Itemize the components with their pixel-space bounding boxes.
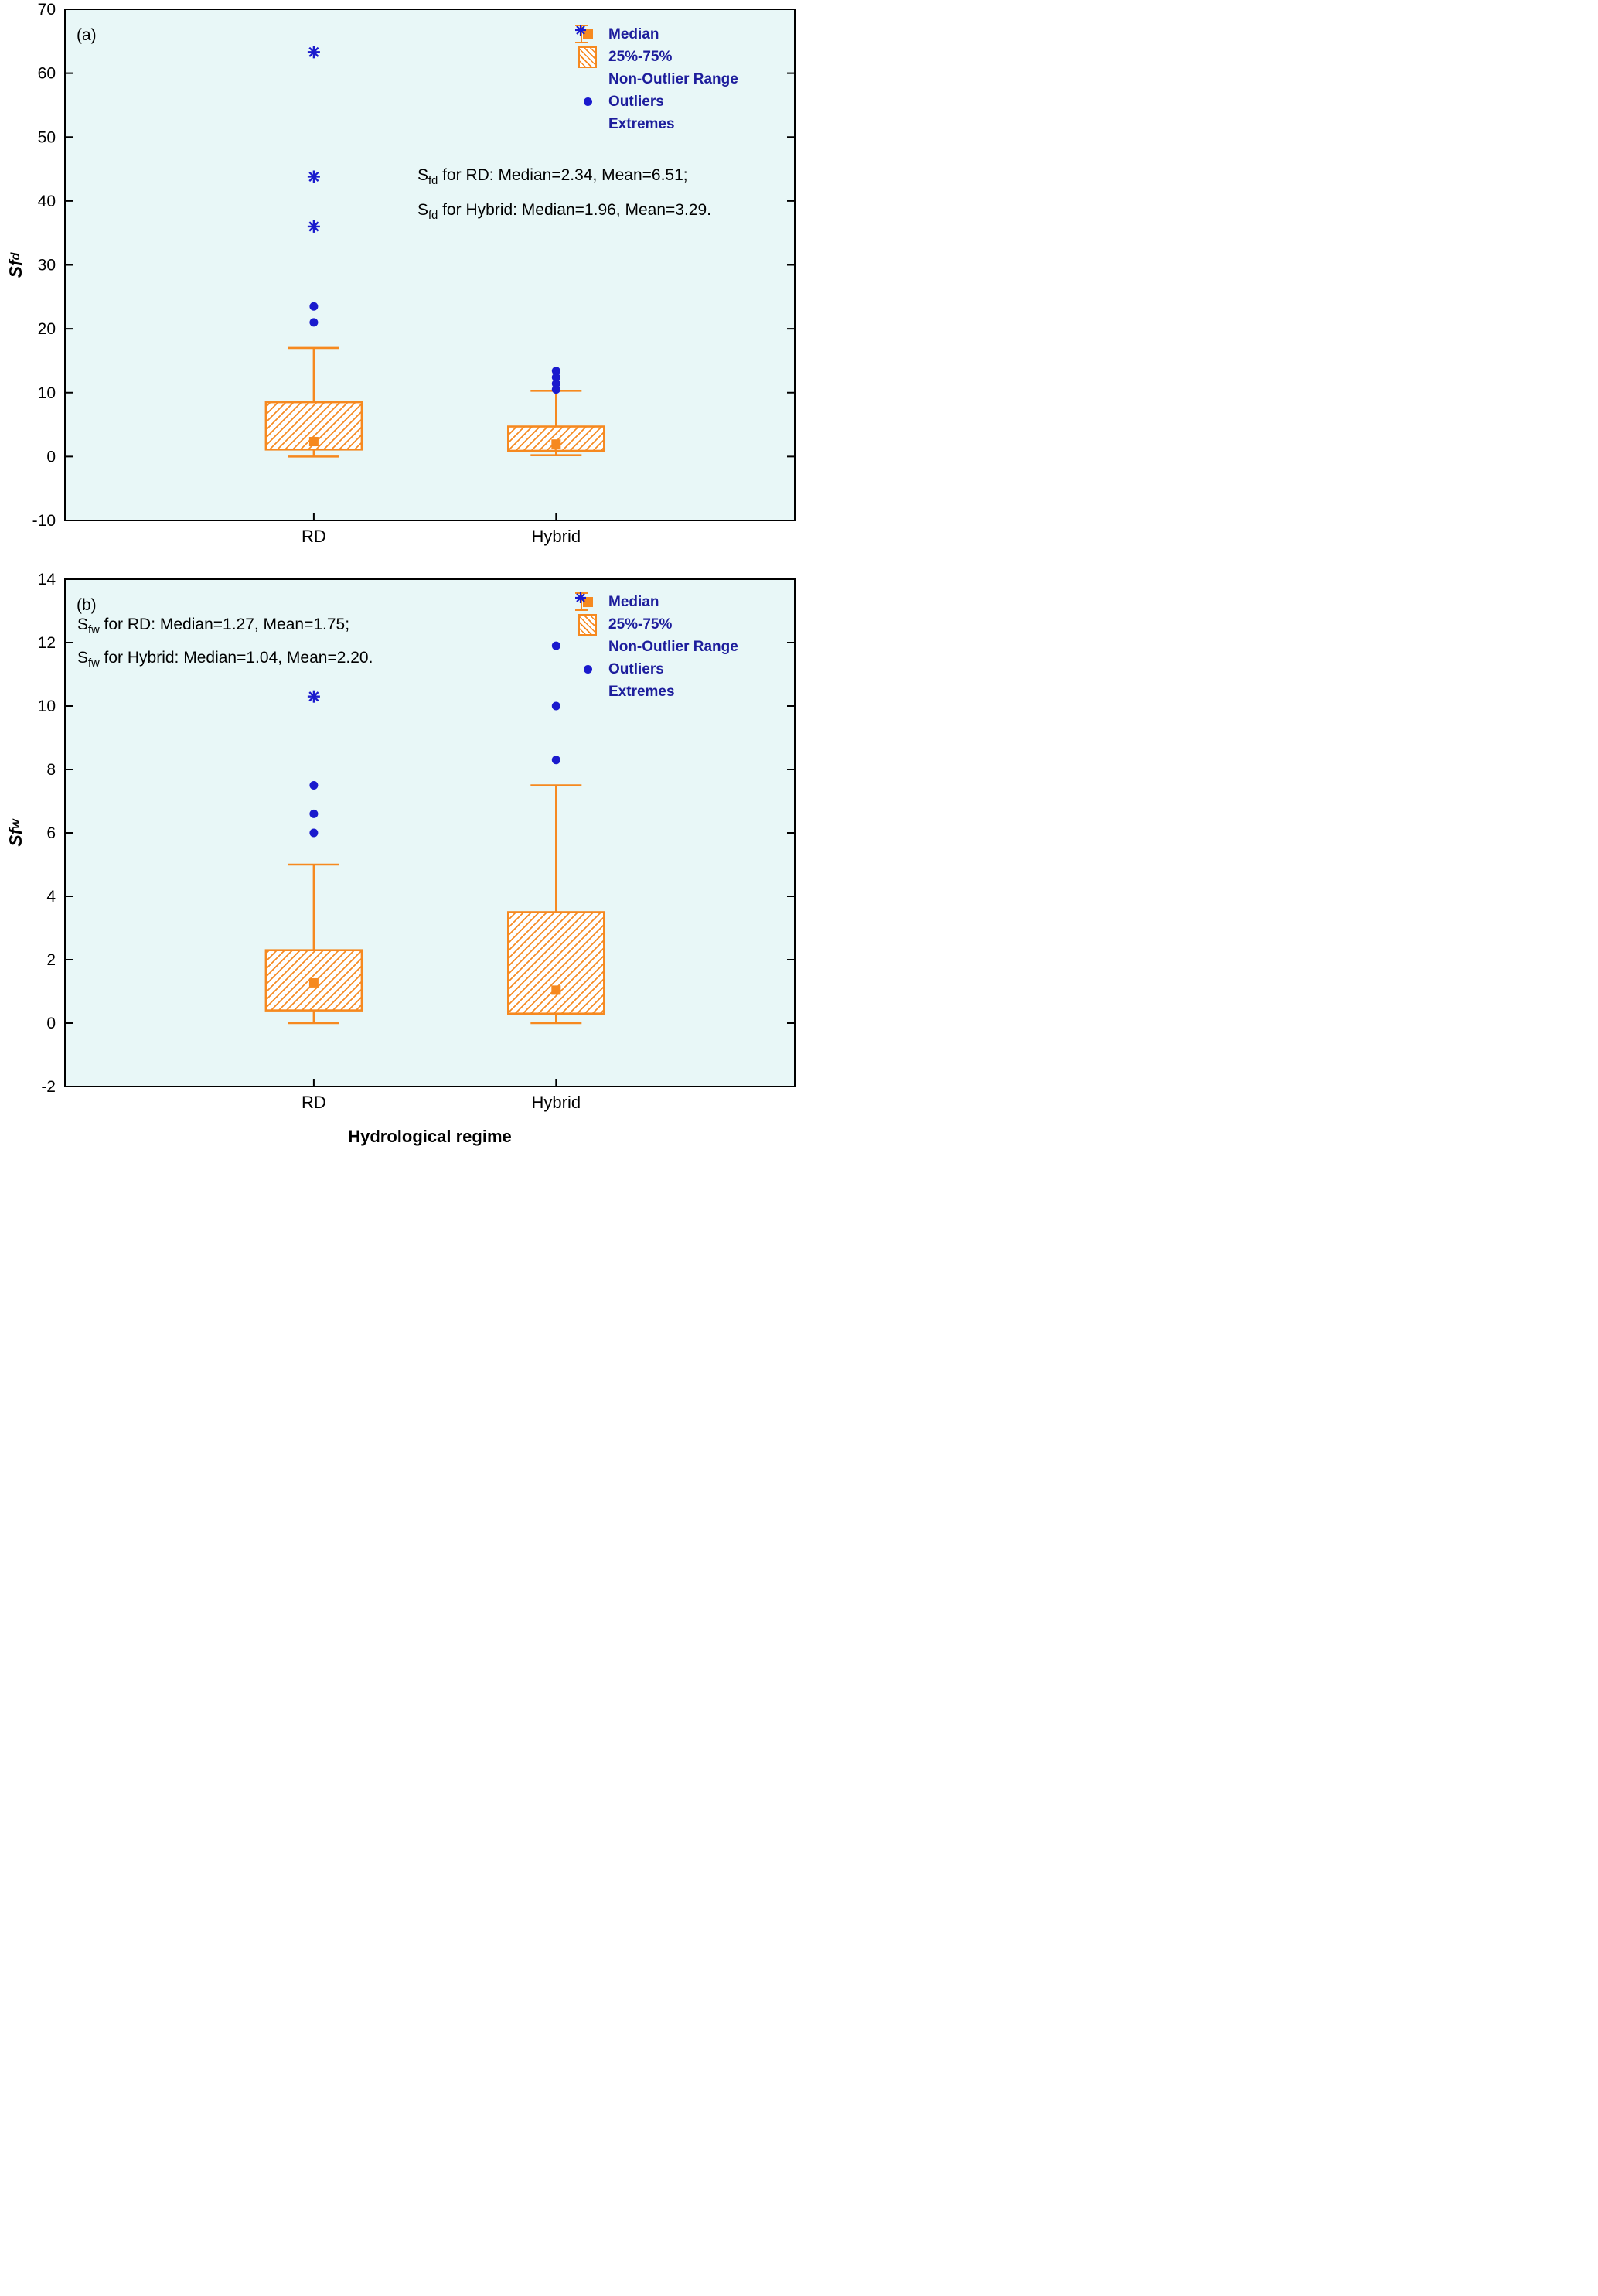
y-tick-label: 8 (46, 761, 56, 779)
legend: Median 25%-75% Non-Outlier Range Outliers Ex… (574, 591, 798, 703)
extreme-point (307, 220, 320, 233)
y-tick-label: 0 (46, 448, 56, 466)
plot-area (64, 9, 796, 521)
y-tick-label: 30 (38, 257, 56, 275)
legend-item: 25%-75% (574, 46, 798, 68)
legend-item: Median (574, 591, 798, 613)
legend-item: Non-Outlier Range (574, 25, 798, 90)
outlier-point (551, 641, 560, 650)
legend-item-label: Non-Outlier Range (608, 638, 738, 655)
legend-item: Extremes (574, 25, 798, 135)
stats-annotation: Sfd for RD: Median=2.34, Mean=6.51; Sfd f… (417, 161, 711, 230)
legend-item-label: Median (608, 593, 659, 610)
extreme-point (307, 46, 320, 59)
outlier-point (551, 756, 560, 765)
y-tick-label: 40 (38, 193, 56, 210)
legend-item-label: Non-Outlier Range (608, 70, 738, 87)
legend-item-label: Median (608, 26, 659, 43)
outlier-point (309, 318, 319, 327)
outlier-point (309, 828, 319, 838)
legend-item: Non-Outlier Range (574, 592, 798, 658)
legend-item-label: Outliers (608, 93, 664, 110)
y-tick-label: 20 (38, 320, 56, 338)
panel-a-label: (a) (77, 26, 97, 44)
legend-item: Median (574, 23, 798, 46)
legend-item-label: 25%-75% (608, 616, 673, 633)
boxplot-canvas-(b): 14 12 10 8 6 4 2 0 -2 RD Hybrid (38, 571, 796, 1112)
y-tick-label: 14 (38, 571, 56, 588)
panel-b: 14 12 10 8 6 4 2 0 -2 RD Hybrid (b) Hydrological r… (0, 570, 799, 1148)
x-tick-label-RD: RD (302, 1093, 326, 1112)
y-tick-label: 10 (38, 698, 56, 715)
stats-annotation: Sfw for RD: Median=1.27, Mean=1.75; Sfw f… (77, 611, 373, 677)
legend-item: 25%-75% (574, 613, 798, 636)
panel-b-label: (b) (77, 596, 97, 614)
y-axis-label: Sf d (5, 252, 26, 278)
x-tick-label-Hybrid: Hybrid (532, 1093, 581, 1112)
x-tick-label-Hybrid: Hybrid (532, 527, 581, 546)
box-icon (574, 613, 601, 636)
y-tick-label: 70 (38, 1, 56, 19)
outlier-icon (574, 665, 601, 674)
plot-area (64, 578, 796, 1087)
y-tick-label: 0 (46, 1015, 56, 1032)
legend-item-label: 25%-75% (608, 48, 673, 65)
extreme-point (307, 170, 320, 183)
legend: Median 25%-75% Non-Outlier Range Outliers Ex… (574, 23, 798, 135)
legend-item-label: Outliers (608, 660, 664, 677)
figure: 70 60 50 40 30 20 10 0 -10 RD Hybrid (a) Sf d Median… (0, 0, 799, 1148)
legend-item: Outliers (574, 658, 798, 681)
y-tick-label: -2 (41, 1078, 56, 1096)
y-tick-label: 10 (38, 384, 56, 402)
outlier-point (551, 701, 560, 711)
legend-item: Outliers (574, 90, 798, 113)
outlier-icon (574, 97, 601, 106)
outlier-point (551, 367, 560, 376)
x-tick-label-RD: RD (302, 527, 326, 546)
outlier-point (551, 379, 560, 388)
median-marker-RD (308, 437, 319, 447)
panel-a: 70 60 50 40 30 20 10 0 -10 RD Hybrid (a) Sf d Median… (0, 0, 799, 570)
legend-item-label: Extremes (608, 115, 675, 132)
legend-item: Extremes (574, 592, 798, 703)
iqr-box-Hybrid (507, 911, 605, 1015)
outlier-point (309, 809, 319, 818)
y-tick-label: 12 (38, 634, 56, 652)
stats-annotation-line: Sfw for Hybrid: Median=1.04, Mean=2.20. (77, 649, 373, 670)
y-tick-label: 4 (46, 888, 56, 906)
y-tick-label: 6 (46, 824, 56, 842)
outlier-point (309, 302, 319, 311)
median-marker-Hybrid (551, 439, 561, 449)
outlier-point (309, 781, 319, 790)
median-icon (574, 597, 601, 607)
median-icon (574, 29, 601, 39)
y-axis-label: Sf w (5, 819, 26, 847)
box-icon (574, 46, 601, 68)
y-tick-label: 60 (38, 65, 56, 83)
outlier-point (551, 373, 560, 382)
y-tick-label: 2 (46, 951, 56, 969)
x-axis-title: Hydrological regime (348, 1127, 512, 1146)
stats-annotation-line: Sfd for RD: Median=2.34, Mean=6.51; (417, 166, 688, 188)
boxplot-canvas-(a): 70 60 50 40 30 20 10 0 -10 RD Hybrid (32, 1, 796, 546)
stats-annotation-line: Sfw for RD: Median=1.27, Mean=1.75; (77, 616, 350, 637)
y-tick-label: -10 (32, 512, 56, 530)
median-marker-Hybrid (551, 985, 561, 995)
extreme-point (307, 690, 320, 703)
y-tick-label: 50 (38, 128, 56, 146)
median-marker-RD (308, 977, 319, 988)
legend-item-label: Extremes (608, 683, 675, 700)
stats-annotation-line: Sfd for Hybrid: Median=1.96, Mean=3.29. (417, 201, 711, 223)
